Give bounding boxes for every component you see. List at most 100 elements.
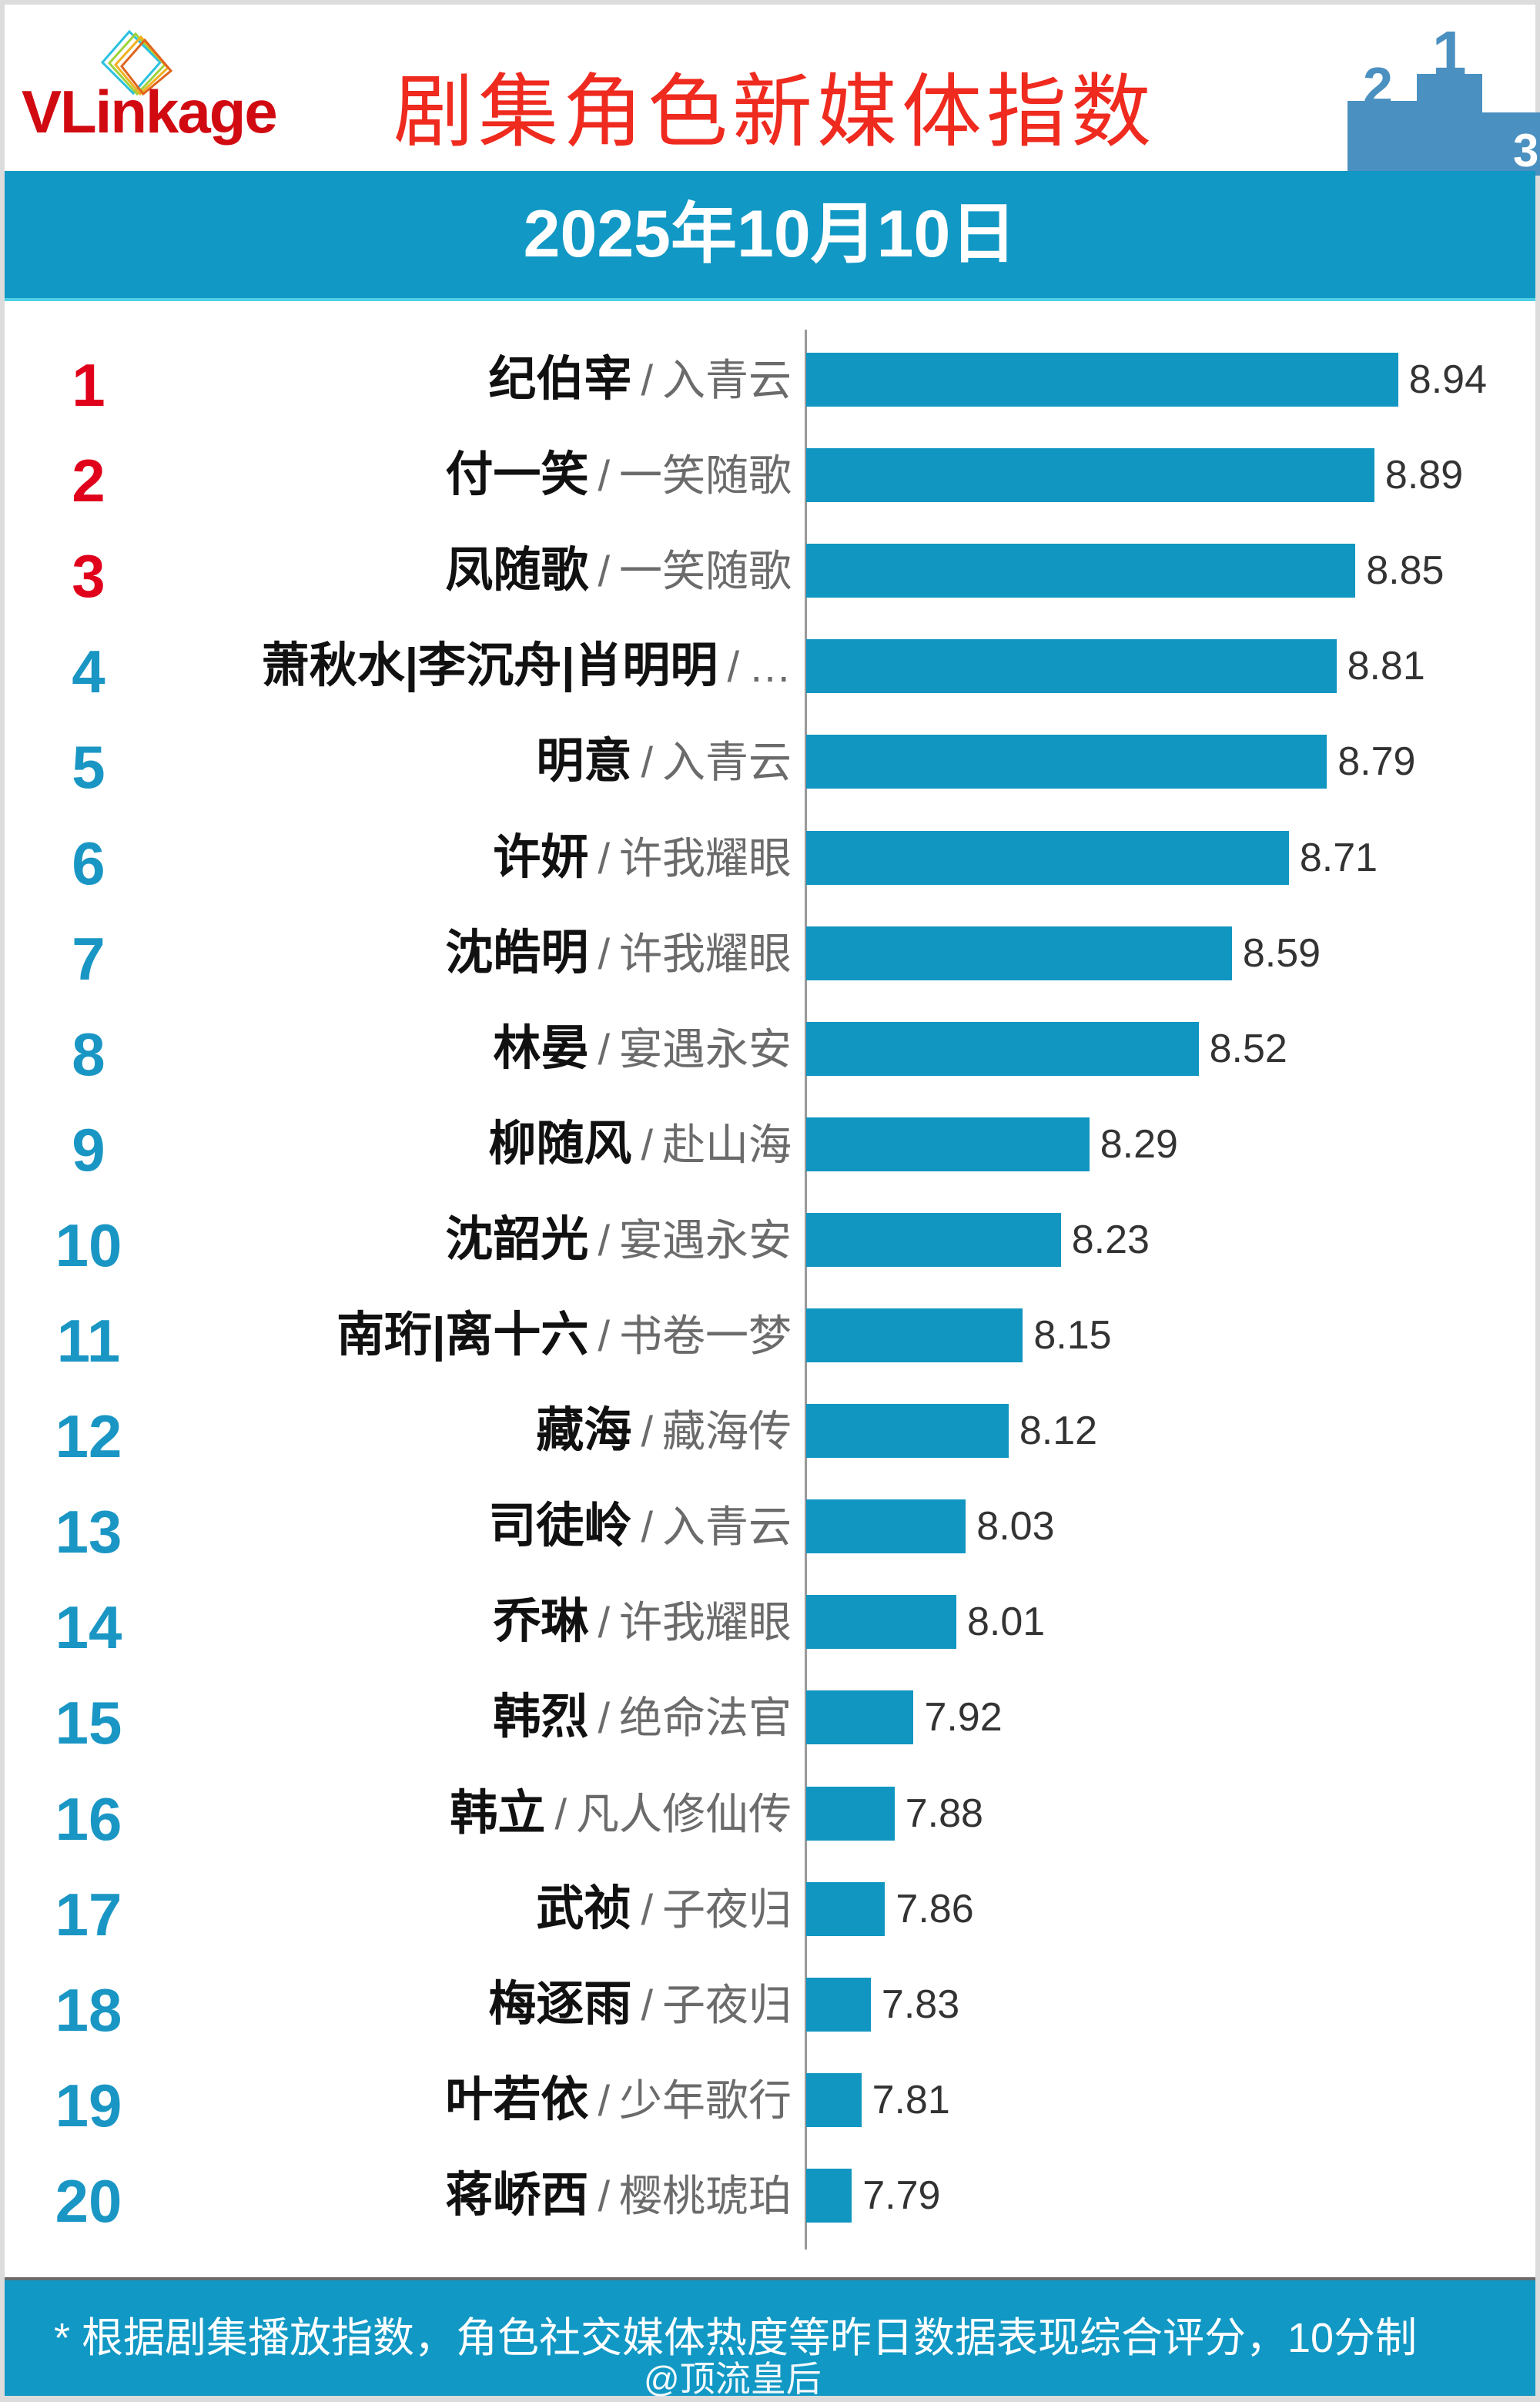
podium-2: 2: [1363, 56, 1393, 116]
bar: [806, 1212, 1061, 1267]
podium-3: 3: [1513, 125, 1538, 176]
value-label: 8.23: [1071, 1217, 1150, 1262]
separator: /: [598, 547, 610, 596]
character-name: 蒋峤西: [445, 2168, 589, 2222]
bar: [806, 544, 1356, 598]
row-label: 沈皓明 / 许我耀眼: [445, 923, 792, 997]
value-label: 7.81: [872, 2077, 950, 2122]
rank-number: 6: [72, 829, 105, 897]
rank-number: 19: [55, 2071, 122, 2139]
rank-number: 4: [72, 638, 105, 706]
row-label: 柳随风 / 赴山海: [488, 1114, 792, 1188]
character-name: 藏海: [536, 1404, 632, 1458]
bar: [806, 735, 1327, 789]
separator: /: [554, 1789, 567, 1838]
value-label: 8.81: [1347, 644, 1425, 689]
bar: [806, 2168, 852, 2223]
bar: [806, 830, 1289, 885]
show-title: 一笑随歌: [619, 547, 792, 596]
row-label: 沈韶光 / 宴遇永安: [445, 1209, 792, 1283]
value-label: 8.79: [1337, 739, 1416, 785]
bar: [806, 1499, 966, 1554]
weibo-watermark: @顶流皇后: [644, 2359, 822, 2399]
value-label: 8.03: [976, 1504, 1055, 1549]
separator: /: [598, 1693, 610, 1743]
show-title: 少年歌行: [619, 2075, 792, 2125]
show-title: 入青云: [662, 1503, 792, 1552]
separator: /: [641, 1407, 653, 1456]
row-label: 韩烈 / 绝命法官: [493, 1687, 792, 1760]
row-label: 蒋峤西 / 樱桃琥珀: [445, 2165, 792, 2239]
show-title: 子夜归: [662, 1980, 792, 2029]
show-title: 赴山海: [662, 1120, 792, 1169]
character-name: 明意: [536, 735, 632, 789]
rank-number: 11: [56, 1307, 121, 1375]
show-title: 许我耀眼: [619, 929, 792, 978]
value-label: 8.85: [1366, 548, 1445, 594]
row-label: 藏海 / 藏海传: [536, 1400, 792, 1474]
value-label: 8.94: [1408, 357, 1487, 402]
footer-band: * 根据剧集播放指数，角色社交媒体热度等昨日数据表现综合评分，10分制 @顶流皇…: [5, 2277, 1535, 2399]
chart-axis-line: [805, 330, 807, 2250]
show-title: 樱桃琥珀: [619, 2171, 792, 2220]
row-label: 林晏 / 宴遇永安: [493, 1018, 792, 1092]
bar: [806, 1595, 956, 1650]
date-label: 2025年10月10日: [523, 197, 1017, 271]
row-label: 叶若依 / 少年歌行: [445, 2069, 792, 2143]
value-label: 8.59: [1242, 930, 1321, 976]
character-name: 武祯: [536, 1881, 632, 1935]
show-title: 宴遇永安: [619, 1215, 792, 1265]
separator: /: [727, 642, 739, 692]
separator: /: [598, 1024, 610, 1074]
character-name: 付一笑: [445, 448, 589, 502]
character-name: 韩立: [450, 1786, 546, 1840]
separator: /: [641, 1884, 653, 1934]
bar: [806, 926, 1232, 980]
rank-number: 7: [72, 924, 105, 993]
value-label: 7.92: [924, 1695, 1003, 1740]
page-title: 剧集角色新媒体指数: [393, 68, 1156, 157]
character-name: 沈韶光: [445, 1212, 589, 1266]
rank-number: 8: [72, 1020, 105, 1088]
value-label: 7.88: [905, 1791, 983, 1836]
show-title: 入青云: [662, 356, 792, 404]
rank-number: 2: [72, 447, 105, 515]
separator: /: [598, 833, 610, 883]
value-label: 8.15: [1033, 1313, 1112, 1358]
logo-frames-icon: [100, 29, 173, 96]
row-label: 司徒岭 / 入青云: [488, 1496, 792, 1570]
show-title: 入青云: [662, 738, 792, 787]
separator: /: [598, 2171, 610, 2220]
vlinkage-logo: VLinkage: [22, 28, 345, 159]
date-banner: 2025年10月10日: [5, 171, 1535, 301]
bar: [806, 1021, 1199, 1076]
rank-number: 3: [72, 542, 105, 611]
separator: /: [598, 1215, 610, 1265]
character-name: 凤随歌: [445, 544, 589, 598]
separator: /: [641, 1980, 653, 2029]
rank-number: 1: [72, 351, 105, 419]
rank-number: 9: [72, 1115, 105, 1184]
character-name: 许妍: [493, 830, 589, 884]
separator: /: [598, 2075, 610, 2125]
value-label: 7.86: [896, 1886, 974, 1931]
podium-icon: 2 1 3: [1348, 28, 1540, 176]
rank-number: 14: [55, 1593, 122, 1662]
rank-number: 16: [55, 1784, 122, 1853]
separator: /: [598, 1598, 610, 1647]
row-label: 萧秋水|李沉舟|肖明明 /…: [262, 635, 792, 709]
show-title: …: [748, 642, 792, 692]
value-label: 8.71: [1299, 835, 1378, 880]
bar: [806, 1881, 886, 1936]
bar: [806, 1308, 1023, 1362]
character-name: 乔琳: [493, 1595, 589, 1649]
separator: /: [598, 451, 610, 501]
row-label: 梅逐雨 / 子夜归: [488, 1974, 792, 2048]
show-title: 宴遇永安: [619, 1024, 792, 1074]
character-name: 司徒岭: [488, 1499, 632, 1553]
rank-number: 10: [55, 1211, 122, 1279]
separator: /: [641, 356, 653, 404]
rank-number: 12: [55, 1402, 122, 1471]
bar: [806, 1977, 871, 2032]
row-label: 南珩|离十六 / 书卷一梦: [336, 1305, 792, 1379]
